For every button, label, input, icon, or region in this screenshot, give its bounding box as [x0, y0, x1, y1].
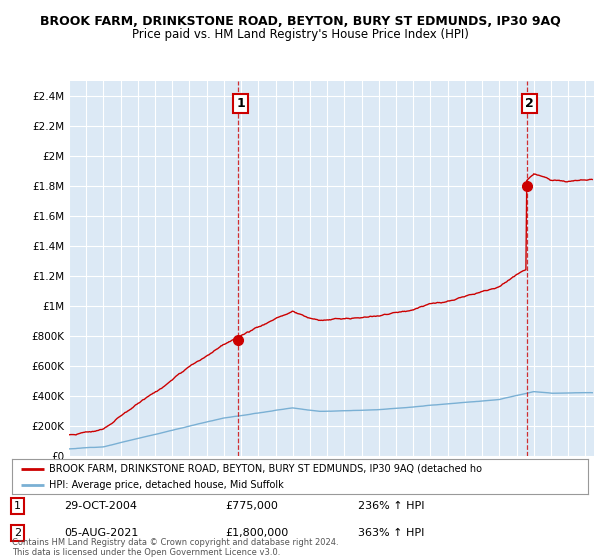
Text: 05-AUG-2021: 05-AUG-2021: [64, 528, 138, 538]
Text: 2: 2: [525, 97, 533, 110]
Text: BROOK FARM, DRINKSTONE ROAD, BEYTON, BURY ST EDMUNDS, IP30 9AQ (detached ho: BROOK FARM, DRINKSTONE ROAD, BEYTON, BUR…: [49, 464, 482, 474]
Text: BROOK FARM, DRINKSTONE ROAD, BEYTON, BURY ST EDMUNDS, IP30 9AQ: BROOK FARM, DRINKSTONE ROAD, BEYTON, BUR…: [40, 15, 560, 28]
Text: 1: 1: [14, 501, 21, 511]
Text: 1: 1: [236, 97, 245, 110]
Text: HPI: Average price, detached house, Mid Suffolk: HPI: Average price, detached house, Mid …: [49, 479, 284, 489]
Text: 29-OCT-2004: 29-OCT-2004: [64, 501, 137, 511]
Text: 2: 2: [14, 528, 22, 538]
Text: 363% ↑ HPI: 363% ↑ HPI: [358, 528, 424, 538]
Text: Price paid vs. HM Land Registry's House Price Index (HPI): Price paid vs. HM Land Registry's House …: [131, 28, 469, 41]
Text: Contains HM Land Registry data © Crown copyright and database right 2024.
This d: Contains HM Land Registry data © Crown c…: [12, 538, 338, 557]
Text: £775,000: £775,000: [225, 501, 278, 511]
Text: £1,800,000: £1,800,000: [225, 528, 289, 538]
Text: 236% ↑ HPI: 236% ↑ HPI: [358, 501, 424, 511]
